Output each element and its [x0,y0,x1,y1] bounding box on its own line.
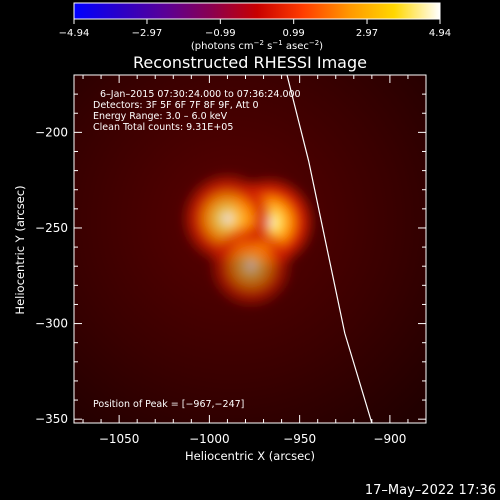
chart-title: Reconstructed RHESSI Image [133,53,367,72]
colorbar [73,2,441,20]
peak-position-text: Position of Peak = [−967,−247] [93,399,244,410]
colorbar-tick-label: 2.97 [356,28,378,39]
y-tick-label: −200 [35,125,68,139]
emission-source-3 [207,222,295,310]
axis-ticks: −1050 −1000 −950 −900 −200 −250 −300 −350 [35,74,427,446]
time-range-text: 6–Jan–2015 07:30:24.000 to 07:36:24.000 [100,89,301,100]
x-tick-label: −900 [373,432,406,446]
colorbar-tick-label: −2.97 [132,28,163,39]
timestamp: 17–May–2022 17:36 [365,483,496,498]
colorbar-unit-label: (photons cm−2 s−1 asec−2) [191,39,323,52]
colorbar-tick-label: 4.94 [429,28,451,39]
x-axis-label: Heliocentric X (arcsec) [185,449,315,463]
colorbar-tick-label: −0.99 [205,28,236,39]
clean-counts-text: Clean Total counts: 9.31E+05 [93,122,233,133]
colorbar-tick-label: 0.99 [283,28,305,39]
y-tick-label: −350 [35,412,68,426]
energy-range-text: Energy Range: 3.0 – 6.0 keV [93,111,228,122]
x-tick-label: −1000 [189,432,230,446]
colorbar-ticks: −4.94 −2.97 −0.99 0.99 2.97 4.94 [59,19,451,39]
solar-limb [286,75,373,423]
y-axis-label: Heliocentric Y (arcsec) [13,185,27,314]
detectors-text: Detectors: 3F 5F 6F 7F 8F 9F, Att 0 [93,100,259,111]
y-tick-label: −300 [35,317,68,331]
plot-frame [73,74,427,424]
source-emission [179,170,317,310]
x-tick-label: −1050 [99,432,140,446]
colorbar-tick-label: −4.94 [59,28,90,39]
image-area [74,75,426,423]
x-tick-label: −950 [283,432,316,446]
y-tick-label: −250 [35,221,68,235]
